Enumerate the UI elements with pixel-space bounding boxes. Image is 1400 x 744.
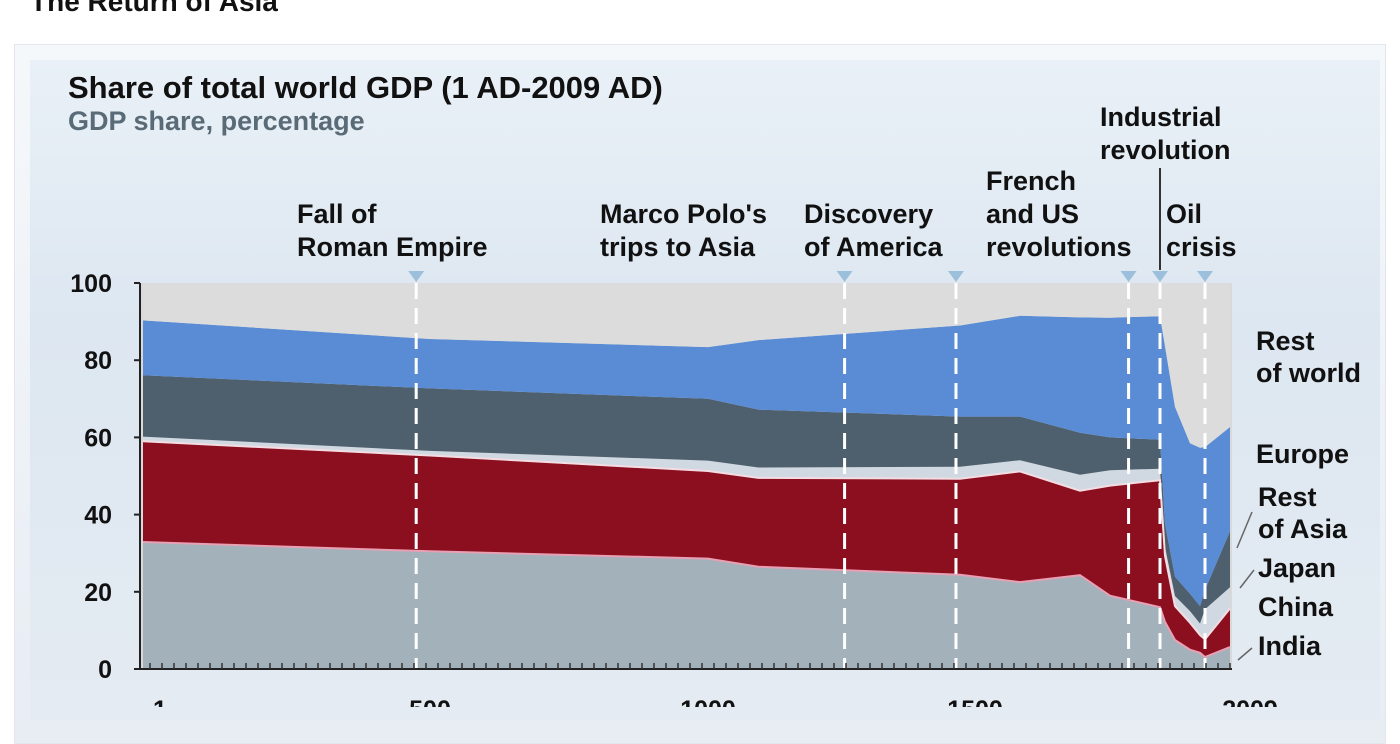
stacked-area-chart: 0204060801001500100015002009Fall ofRoman…: [70, 102, 1361, 707]
page-title: The Return of Asia: [30, 0, 278, 17]
annotation-oil-crisis: Oil crisis: [1166, 199, 1237, 262]
chart-title: Share of total world GDP (1 AD-2009 AD): [68, 70, 663, 105]
india-boundary-line: [142, 541, 1231, 659]
legend-label-europe: Europe: [1256, 439, 1349, 469]
x-tick-label-2009: 2009: [1222, 696, 1278, 707]
y-tick-label-20: 20: [84, 579, 112, 607]
area-rest-of-world: [143, 283, 1230, 448]
legend-label-rest-of-world: Rest of world: [1256, 326, 1361, 388]
event-marker-fall-of-roman-empire: [408, 271, 425, 282]
chart-subtitle: GDP share, percentage: [68, 106, 365, 136]
annotation-fall-of-roman-empire: Fall of Roman Empire: [297, 199, 488, 262]
event-marker-discovery-of-america: [947, 271, 964, 282]
annotation-industrial-revolution: Industrial revolution: [1100, 102, 1231, 165]
event-marker-industrial-revolution: [1152, 271, 1168, 282]
legend-label-japan: Japan: [1258, 553, 1336, 583]
event-marker-french-and-us-revolutions: [1120, 271, 1137, 282]
y-tick-label-40: 40: [84, 502, 112, 530]
area-europe: [143, 315, 1230, 607]
china-boundary-line: [142, 440, 1231, 641]
y-tick-label-100: 100: [70, 270, 112, 298]
x-tick-label-1500: 1500: [947, 696, 1003, 707]
y-tick-label-80: 80: [84, 347, 112, 375]
event-marker-marco-polo-s-trips-to-asia: [836, 271, 853, 282]
y-tick-label-0: 0: [98, 656, 112, 684]
legend-label-china: China: [1258, 592, 1334, 622]
annotation-marco-polo-s-trips-to-asia: Marco Polo's trips to Asia: [600, 199, 767, 262]
y-tick-label-60: 60: [84, 424, 112, 452]
annotation-discovery-of-america: Discovery of America: [804, 199, 944, 262]
legend-leader-line: [1236, 511, 1253, 549]
legend-label-india: India: [1258, 631, 1322, 661]
x-tick-label-500: 500: [409, 696, 451, 707]
legend-leader-line: [1237, 647, 1253, 661]
legend-leader-line: [1239, 569, 1255, 589]
annotation-french-and-us-revolutions: French and US revolutions: [986, 166, 1132, 262]
legend-label-rest-of-asia: Rest of Asia: [1258, 482, 1348, 544]
event-marker-oil-crisis: [1197, 271, 1213, 282]
x-tick-label-1: 1: [153, 696, 167, 707]
x-tick-label-1000: 1000: [680, 696, 736, 707]
